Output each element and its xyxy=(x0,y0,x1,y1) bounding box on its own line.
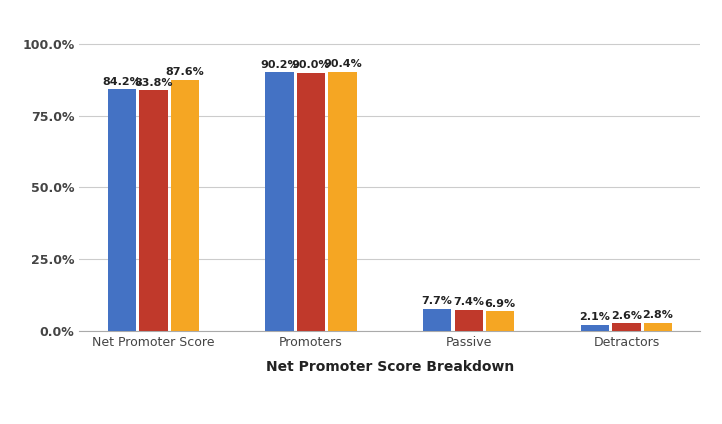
Text: 90.2%: 90.2% xyxy=(260,60,299,70)
Text: 90.4%: 90.4% xyxy=(323,59,362,69)
Bar xyxy=(265,72,294,331)
Bar xyxy=(329,72,357,331)
Bar xyxy=(644,323,672,331)
Text: 7.4%: 7.4% xyxy=(453,297,484,307)
Text: 87.6%: 87.6% xyxy=(165,67,204,77)
Bar xyxy=(423,309,451,331)
Text: 7.7%: 7.7% xyxy=(422,296,453,307)
Text: 83.8%: 83.8% xyxy=(134,78,173,88)
Text: 6.9%: 6.9% xyxy=(484,298,516,309)
Bar xyxy=(170,80,199,331)
X-axis label: Net Promoter Score Breakdown: Net Promoter Score Breakdown xyxy=(266,360,514,374)
Text: 84.2%: 84.2% xyxy=(103,77,142,87)
Bar xyxy=(580,325,609,331)
Bar xyxy=(108,89,136,331)
Text: 2.8%: 2.8% xyxy=(643,310,674,321)
Bar xyxy=(455,310,483,331)
Bar xyxy=(139,90,168,331)
Bar xyxy=(297,73,325,331)
Bar xyxy=(612,323,640,331)
Bar xyxy=(486,311,515,331)
Text: 2.1%: 2.1% xyxy=(580,312,610,322)
Legend: 2017, 2018, 2019: 2017, 2018, 2019 xyxy=(278,422,502,424)
Text: 90.0%: 90.0% xyxy=(292,60,330,70)
Text: 2.6%: 2.6% xyxy=(611,311,642,321)
